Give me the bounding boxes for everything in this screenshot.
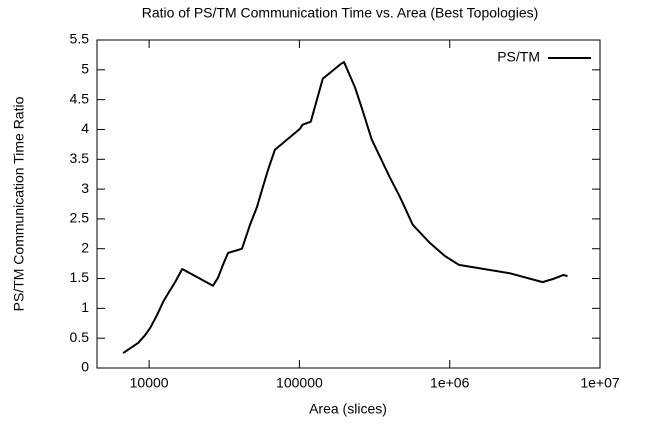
y-tick-label: 0.5 bbox=[70, 329, 90, 345]
x-tick-label: 100000 bbox=[276, 375, 323, 391]
chart-title: Ratio of PS/TM Communication Time vs. Ar… bbox=[142, 5, 539, 21]
x-tick-label: 10000 bbox=[130, 375, 169, 391]
legend-label: PS/TM bbox=[497, 49, 540, 65]
y-tick-label: 4.5 bbox=[70, 90, 90, 106]
y-tick-label: 5.5 bbox=[70, 31, 90, 47]
x-axis-label: Area (slices) bbox=[309, 401, 387, 417]
y-tick-label: 1 bbox=[81, 299, 89, 315]
y-tick-label: 4 bbox=[81, 120, 89, 136]
y-tick-label: 1.5 bbox=[70, 269, 90, 285]
y-axis-label: PS/TM Communication Time Ratio bbox=[11, 96, 27, 311]
y-tick-label: 5 bbox=[81, 61, 89, 77]
y-tick-label: 3 bbox=[81, 180, 89, 196]
y-tick-label: 3.5 bbox=[70, 150, 90, 166]
data-line bbox=[122, 61, 568, 354]
y-tick-label: 2 bbox=[81, 239, 89, 255]
x-tick-label: 1e+07 bbox=[580, 375, 620, 391]
y-tick-label: 0 bbox=[81, 359, 89, 375]
x-tick-label: 1e+06 bbox=[430, 375, 470, 391]
plot-frame bbox=[96, 39, 601, 369]
y-tick-label: 2.5 bbox=[70, 210, 90, 226]
